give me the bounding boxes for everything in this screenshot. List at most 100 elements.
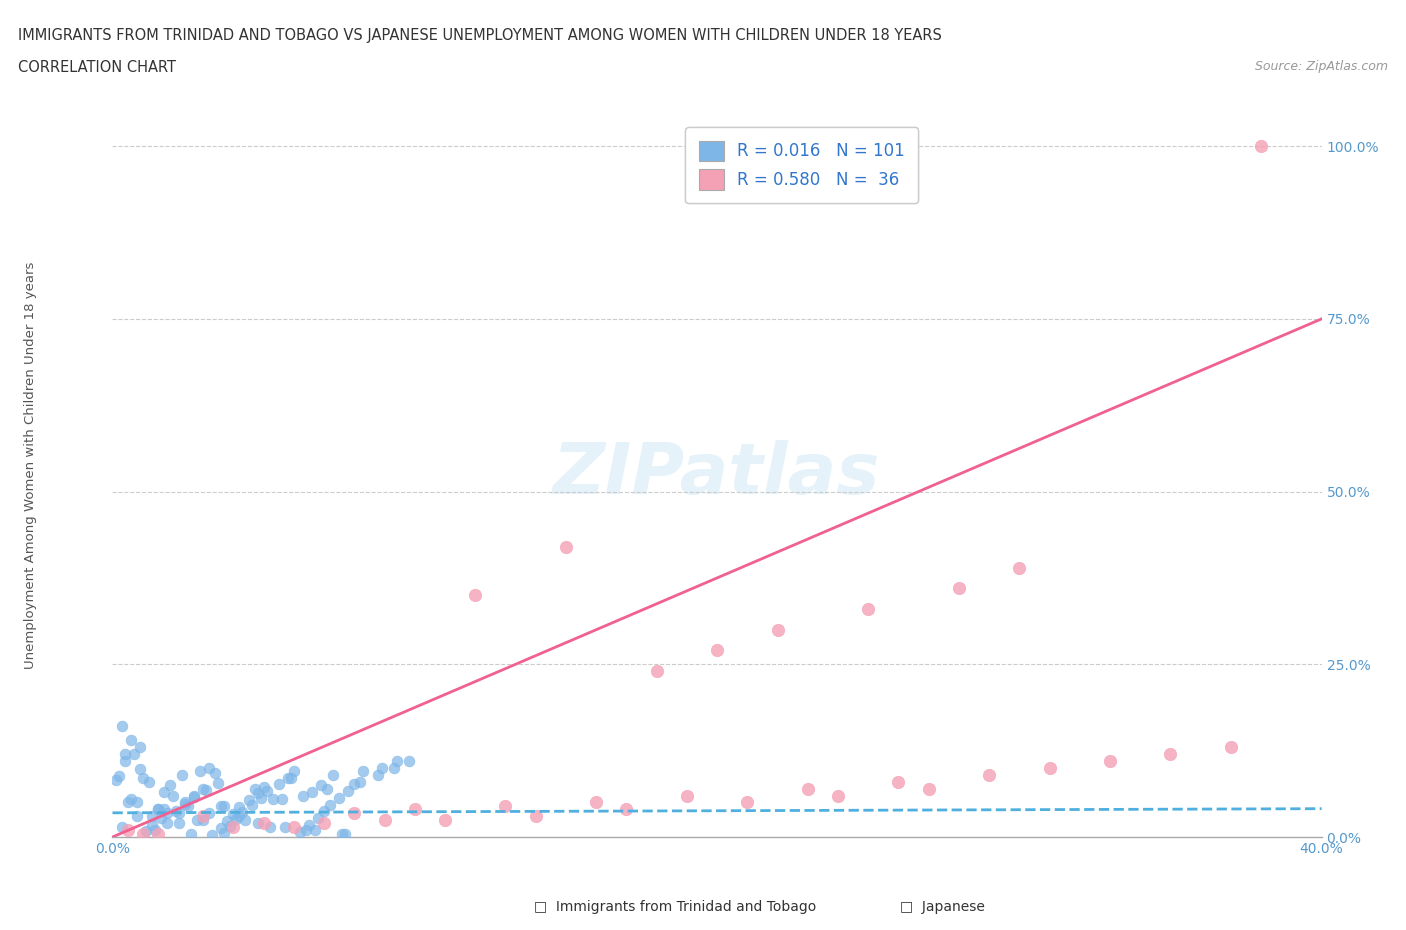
Point: [174, 796, 197, 811]
Point: [314, 816, 336, 830]
Point: [125, 795, 148, 810]
Point: [128, 739, 150, 754]
Point: [204, 765, 226, 780]
Point: [122, 747, 145, 762]
Point: [198, 761, 221, 776]
Point: [156, 805, 179, 820]
Point: [328, 790, 350, 805]
Point: [948, 581, 970, 596]
Point: [404, 802, 426, 817]
Text: Source: ZipAtlas.com: Source: ZipAtlas.com: [1254, 60, 1388, 73]
Point: [141, 809, 163, 824]
Point: [277, 770, 299, 785]
Point: [222, 819, 245, 834]
Point: [153, 785, 176, 800]
Point: [246, 786, 269, 801]
Point: [675, 788, 697, 803]
Point: [283, 764, 305, 778]
Point: [228, 800, 250, 815]
Text: ZIPatlas: ZIPatlas: [554, 440, 880, 509]
Point: [259, 819, 281, 834]
Point: [706, 643, 728, 658]
Point: [343, 777, 366, 791]
Point: [222, 806, 245, 821]
Point: [616, 802, 638, 817]
Point: [337, 783, 360, 798]
Point: [918, 781, 941, 796]
Point: [201, 828, 224, 843]
Point: [153, 802, 176, 817]
Point: [262, 791, 284, 806]
Point: [398, 753, 420, 768]
Point: [198, 805, 221, 820]
Point: [335, 826, 357, 841]
Point: [107, 769, 129, 784]
Point: [382, 761, 405, 776]
Point: [385, 753, 408, 768]
Legend: R = 0.016   N = 101, R = 0.580   N =  36: R = 0.016 N = 101, R = 0.580 N = 36: [685, 127, 918, 203]
Point: [195, 782, 218, 797]
Point: [314, 804, 336, 819]
Point: [174, 795, 197, 810]
Point: [1220, 739, 1243, 754]
Text: Unemployment Among Women with Children Under 18 years: Unemployment Among Women with Children U…: [24, 261, 38, 669]
Point: [856, 602, 880, 617]
Point: [214, 799, 236, 814]
Point: [249, 790, 271, 805]
Point: [180, 826, 202, 841]
Point: [167, 805, 190, 820]
Point: [585, 795, 607, 810]
Point: [159, 777, 181, 792]
Point: [120, 733, 142, 748]
Point: [309, 777, 332, 792]
Point: [1159, 747, 1181, 762]
Point: [737, 795, 759, 810]
Point: [191, 781, 214, 796]
Point: [374, 812, 396, 827]
Point: [191, 812, 214, 827]
Point: [1098, 753, 1121, 768]
Point: [156, 816, 179, 830]
Point: [191, 809, 214, 824]
Point: [370, 761, 392, 776]
Point: [464, 588, 486, 603]
Point: [138, 775, 160, 790]
Point: [352, 764, 374, 778]
Point: [114, 753, 136, 768]
Point: [253, 779, 276, 794]
Point: [114, 747, 136, 762]
Point: [495, 799, 517, 814]
Point: [228, 809, 250, 824]
Point: [235, 812, 257, 827]
Point: [349, 775, 371, 790]
Point: [219, 818, 242, 833]
Point: [135, 824, 157, 839]
Point: [146, 826, 169, 841]
Point: [209, 820, 232, 835]
Point: [283, 819, 305, 834]
Point: [304, 823, 326, 838]
Point: [645, 664, 668, 679]
Point: [322, 767, 344, 782]
Point: [128, 762, 150, 777]
Point: [165, 804, 187, 818]
Point: [225, 812, 247, 827]
Point: [307, 811, 329, 826]
Point: [330, 826, 353, 841]
Point: [887, 775, 910, 790]
Point: [117, 795, 139, 810]
Point: [149, 810, 172, 825]
Point: [288, 825, 311, 840]
Point: [270, 791, 292, 806]
Point: [188, 764, 211, 778]
Point: [319, 797, 342, 812]
Text: IMMIGRANTS FROM TRINIDAD AND TOBAGO VS JAPANESE UNEMPLOYMENT AMONG WOMEN WITH CH: IMMIGRANTS FROM TRINIDAD AND TOBAGO VS J…: [18, 28, 942, 43]
Point: [295, 823, 318, 838]
Point: [343, 805, 366, 820]
Point: [132, 771, 155, 786]
Point: [183, 790, 205, 804]
Point: [274, 819, 297, 834]
Point: [796, 781, 818, 796]
Point: [524, 809, 547, 824]
Point: [209, 799, 232, 814]
